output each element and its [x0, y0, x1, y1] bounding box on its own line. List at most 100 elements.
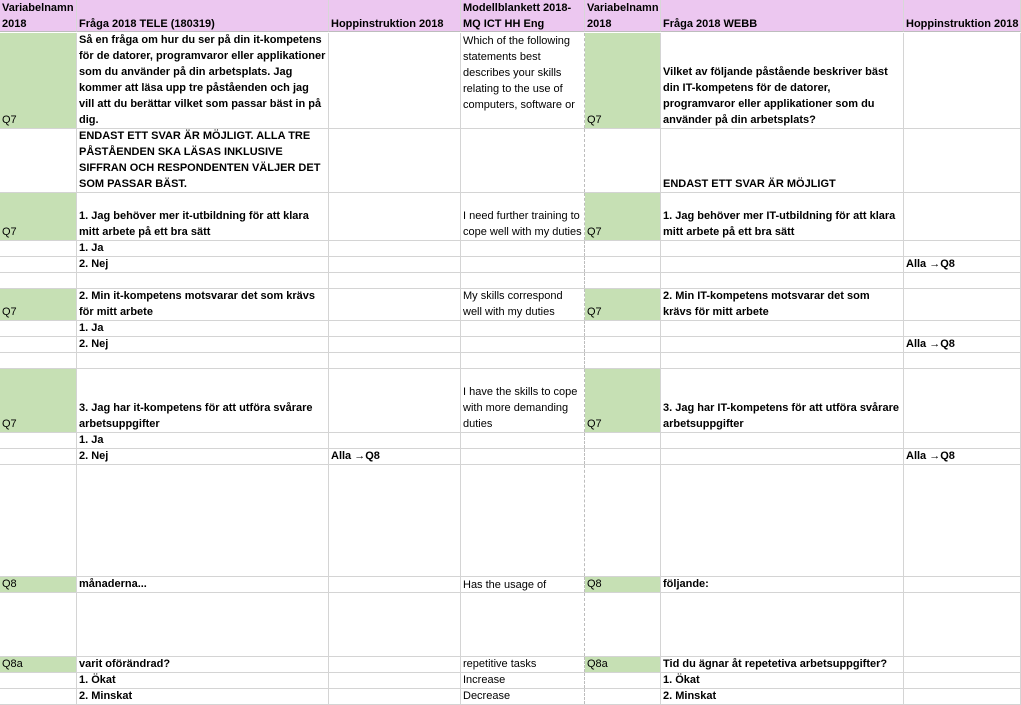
cell-hopp-tele[interactable]: Alla →Q8: [329, 449, 461, 464]
cell-var-a[interactable]: [0, 129, 77, 192]
cell-hopp-webb[interactable]: Alla →Q8: [904, 449, 1021, 464]
cell-hopp-webb[interactable]: Alla →Q8: [904, 337, 1021, 352]
cell-eng[interactable]: [461, 353, 585, 368]
cell-webb[interactable]: [661, 321, 904, 336]
cell-hopp-tele[interactable]: [329, 321, 461, 336]
cell-tele[interactable]: 1. Ökat: [77, 673, 329, 688]
cell-webb[interactable]: [661, 241, 904, 256]
cell-var-b[interactable]: Q8a: [585, 657, 661, 672]
cell-var-b[interactable]: Q7: [585, 193, 661, 240]
cell-tele[interactable]: 2. Nej: [77, 449, 329, 464]
cell-var-b[interactable]: Q7: [585, 33, 661, 128]
cell-hopp-tele[interactable]: [329, 353, 461, 368]
cell-webb[interactable]: 1. Ökat: [661, 673, 904, 688]
cell-var-b[interactable]: [585, 465, 661, 576]
cell-tele[interactable]: 1. Ja: [77, 241, 329, 256]
cell-hopp-webb[interactable]: [904, 241, 1021, 256]
cell-hopp-webb[interactable]: Alla →Q8: [904, 257, 1021, 272]
cell-webb[interactable]: Nu kommer några frågor om ifall användni…: [661, 577, 904, 592]
cell-var-a[interactable]: Q7: [0, 193, 77, 240]
cell-webb[interactable]: [661, 337, 904, 352]
cell-webb[interactable]: [661, 593, 904, 656]
cell-var-a[interactable]: [0, 321, 77, 336]
cell-var-a[interactable]: [0, 353, 77, 368]
cell-eng[interactable]: [461, 129, 585, 192]
cell-var-a[interactable]: Q8: [0, 577, 77, 592]
cell-eng[interactable]: [461, 257, 585, 272]
header-modellblankett-eng[interactable]: Modellblankett 2018- MQ ICT HH Eng: [461, 0, 585, 32]
cell-hopp-webb[interactable]: [904, 321, 1021, 336]
cell-webb[interactable]: [661, 465, 904, 576]
cell-var-a[interactable]: [0, 273, 77, 288]
cell-hopp-webb[interactable]: [904, 193, 1021, 240]
cell-eng[interactable]: Has the usage of computers, laptops, sma…: [461, 577, 585, 592]
cell-var-a[interactable]: Q7: [0, 33, 77, 128]
cell-var-a[interactable]: [0, 689, 77, 704]
cell-tele[interactable]: ENDAST ETT SVAR ÄR MÖJLIGT. ALLA TRE PÅS…: [77, 129, 329, 192]
cell-webb[interactable]: ENDAST ETT SVAR ÄR MÖJLIGT: [661, 129, 904, 192]
cell-webb[interactable]: Tid du ägnar åt repetetiva arbetsuppgift…: [661, 657, 904, 672]
cell-eng[interactable]: I have the skills to cope with more dema…: [461, 369, 585, 432]
cell-var-b[interactable]: [585, 257, 661, 272]
cell-var-b[interactable]: Q8: [585, 577, 661, 592]
cell-var-b[interactable]: [585, 593, 661, 656]
cell-tele[interactable]: 2. Nej: [77, 257, 329, 272]
cell-var-b[interactable]: [585, 353, 661, 368]
cell-tele[interactable]: [77, 465, 329, 576]
cell-webb[interactable]: 3. Jag har IT-kompetens för att utföra s…: [661, 369, 904, 432]
cell-eng[interactable]: Increase: [461, 673, 585, 688]
cell-eng[interactable]: [461, 241, 585, 256]
cell-eng[interactable]: [461, 593, 585, 656]
cell-webb[interactable]: 2. Min IT-kompetens motsvarar det som kr…: [661, 289, 904, 320]
cell-var-b[interactable]: [585, 673, 661, 688]
cell-tele[interactable]: 1. Ja: [77, 321, 329, 336]
header-fraga-webb[interactable]: Fråga 2018 WEBB: [661, 0, 904, 32]
cell-hopp-webb[interactable]: [904, 673, 1021, 688]
cell-var-a[interactable]: [0, 337, 77, 352]
cell-hopp-webb[interactable]: [904, 657, 1021, 672]
cell-var-b[interactable]: [585, 689, 661, 704]
cell-var-a[interactable]: [0, 673, 77, 688]
cell-tele[interactable]: [77, 273, 329, 288]
cell-var-b[interactable]: [585, 241, 661, 256]
cell-tele[interactable]: Har användningen av IT-utrustning på din…: [77, 657, 329, 672]
cell-var-b[interactable]: Q7: [585, 289, 661, 320]
cell-tele[interactable]: [77, 593, 329, 656]
cell-var-a[interactable]: [0, 241, 77, 256]
header-fraga-tele[interactable]: Fråga 2018 TELE (180319): [77, 0, 329, 32]
cell-hopp-tele[interactable]: [329, 337, 461, 352]
cell-hopp-webb[interactable]: [904, 353, 1021, 368]
cell-hopp-webb[interactable]: [904, 593, 1021, 656]
cell-hopp-webb[interactable]: [904, 273, 1021, 288]
cell-hopp-tele[interactable]: [329, 433, 461, 448]
cell-eng[interactable]: Decrease: [461, 689, 585, 704]
cell-tele[interactable]: 1. Ja: [77, 433, 329, 448]
cell-hopp-tele[interactable]: [329, 673, 461, 688]
cell-webb[interactable]: [661, 273, 904, 288]
cell-hopp-tele[interactable]: [329, 241, 461, 256]
cell-hopp-webb[interactable]: [904, 129, 1021, 192]
cell-var-a[interactable]: Q7: [0, 369, 77, 432]
cell-var-a[interactable]: [0, 433, 77, 448]
cell-tele[interactable]: 2. Minskat: [77, 689, 329, 704]
cell-hopp-tele[interactable]: [329, 257, 461, 272]
cell-tele[interactable]: 2. Nej: [77, 337, 329, 352]
cell-hopp-tele[interactable]: [329, 289, 461, 320]
cell-eng[interactable]: [461, 465, 585, 576]
cell-hopp-webb[interactable]: [904, 689, 1021, 704]
cell-webb[interactable]: [661, 433, 904, 448]
cell-hopp-tele[interactable]: [329, 129, 461, 192]
cell-var-b[interactable]: [585, 321, 661, 336]
cell-hopp-webb[interactable]: [904, 577, 1021, 592]
cell-hopp-tele[interactable]: [329, 273, 461, 288]
cell-eng[interactable]: Which of the following statements best d…: [461, 33, 585, 128]
cell-hopp-webb[interactable]: [904, 33, 1021, 128]
cell-var-a[interactable]: [0, 449, 77, 464]
cell-var-b[interactable]: [585, 129, 661, 192]
cell-var-b[interactable]: [585, 337, 661, 352]
cell-tele[interactable]: 3. Jag har it-kompetens för att utföra s…: [77, 369, 329, 432]
cell-hopp-tele[interactable]: [329, 689, 461, 704]
cell-hopp-tele[interactable]: [329, 33, 461, 128]
cell-eng[interactable]: [461, 337, 585, 352]
header-hopp-tele[interactable]: Hoppinstruktion 2018: [329, 0, 461, 32]
